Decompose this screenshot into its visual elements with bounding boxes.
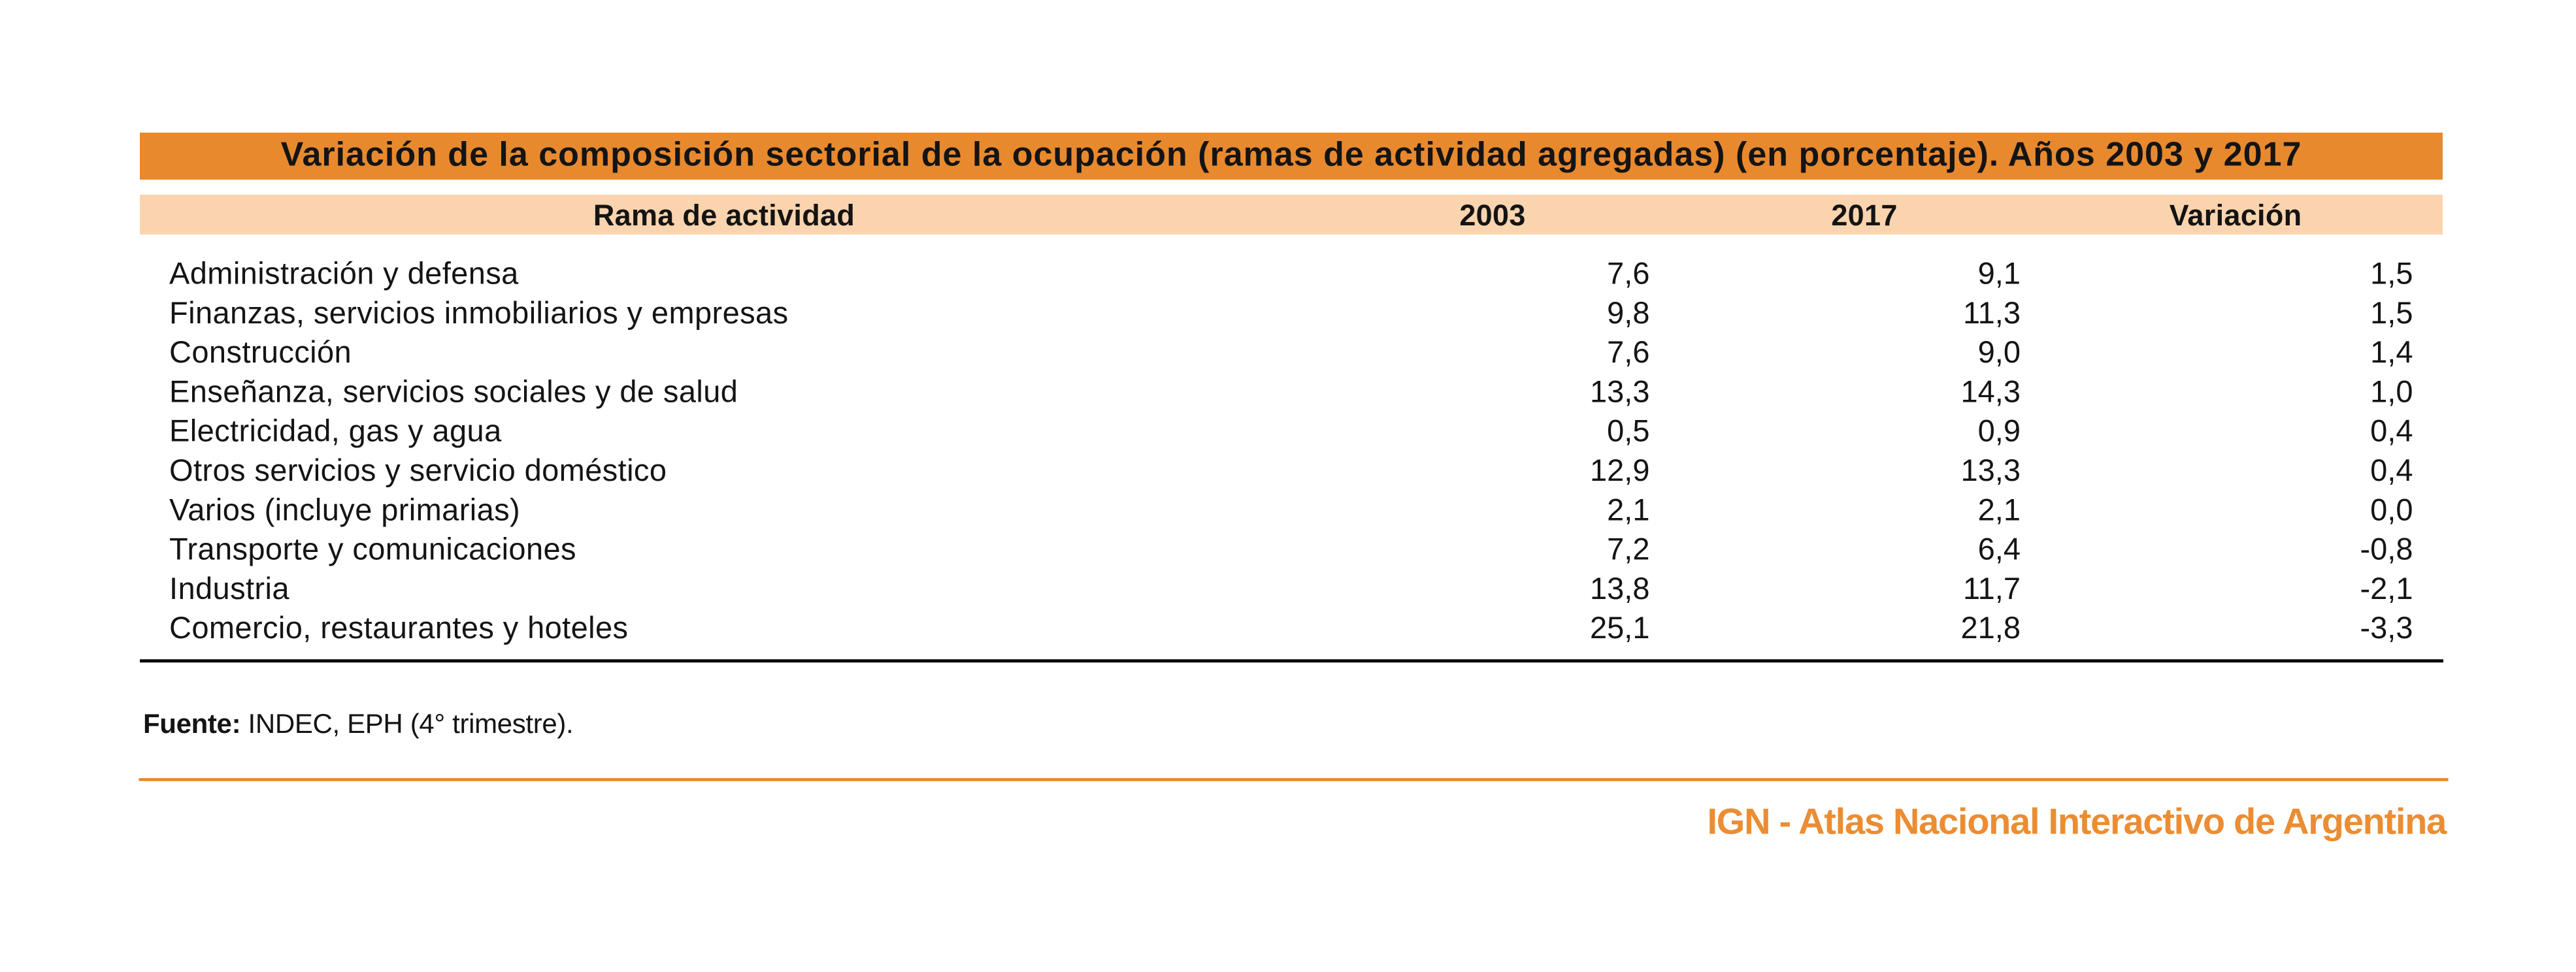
svg-text:2,1: 2,1	[1978, 492, 2021, 526]
svg-text:9,8: 9,8	[1607, 295, 1649, 330]
svg-text:Varios (incluye primarias): Varios (incluye primarias)	[169, 492, 520, 526]
svg-text:Comercio, restaurantes y hotel: Comercio, restaurantes y hoteles	[169, 610, 628, 645]
svg-text:-3,3: -3,3	[2360, 610, 2413, 645]
svg-text:-2,1: -2,1	[2360, 571, 2413, 606]
svg-text:Variación de la composición se: Variación de la composición sectorial de…	[281, 136, 2302, 174]
svg-text:Finanzas, servicios inmobiliar: Finanzas, servicios inmobiliarios y empr…	[169, 295, 788, 330]
svg-text:7,6: 7,6	[1607, 256, 1649, 291]
svg-text:13,8: 13,8	[1590, 571, 1649, 606]
svg-text:Transporte y comunicaciones: Transporte y comunicaciones	[169, 532, 576, 566]
svg-text:9,0: 9,0	[1978, 334, 2021, 369]
svg-text:2,1: 2,1	[1607, 492, 1649, 526]
svg-text:11,7: 11,7	[1963, 571, 2021, 606]
svg-text:21,8: 21,8	[1961, 610, 2021, 645]
svg-text:7,2: 7,2	[1607, 532, 1649, 566]
svg-text:13,3: 13,3	[1590, 374, 1649, 408]
svg-text:1,4: 1,4	[2370, 334, 2413, 369]
svg-text:9,1: 9,1	[1978, 256, 2021, 291]
svg-text:1,0: 1,0	[2370, 374, 2413, 408]
svg-text:IGN - Atlas Nacional Interacti: IGN - Atlas Nacional Interactivo de Arge…	[1708, 801, 2448, 842]
svg-text:Rama de actividad: Rama de actividad	[593, 199, 855, 232]
svg-text:Administración y defensa: Administración y defensa	[169, 256, 519, 291]
svg-text:0,4: 0,4	[2370, 453, 2413, 487]
svg-text:Industria: Industria	[169, 571, 289, 606]
svg-text:11,3: 11,3	[1963, 295, 2021, 330]
svg-text:0,9: 0,9	[1978, 413, 2021, 448]
svg-text:12,9: 12,9	[1590, 453, 1649, 487]
svg-text:Fuente: INDEC, EPH (4° trimest: Fuente: INDEC, EPH (4° trimestre).	[143, 708, 573, 739]
svg-text:Electricidad, gas y agua: Electricidad, gas y agua	[169, 413, 502, 448]
svg-text:6,4: 6,4	[1978, 532, 2021, 566]
svg-text:Otros servicios y servicio dom: Otros servicios y servicio doméstico	[169, 453, 667, 487]
svg-text:Variación: Variación	[2170, 199, 2302, 232]
svg-text:0,4: 0,4	[2370, 413, 2413, 448]
svg-text:1,5: 1,5	[2370, 295, 2413, 330]
svg-text:-0,8: -0,8	[2360, 532, 2413, 566]
svg-text:2003: 2003	[1459, 199, 1525, 232]
svg-text:Construcción: Construcción	[169, 334, 352, 369]
svg-text:14,3: 14,3	[1961, 374, 2021, 408]
svg-text:0,5: 0,5	[1607, 413, 1649, 448]
svg-text:1,5: 1,5	[2370, 256, 2413, 291]
svg-text:25,1: 25,1	[1590, 610, 1649, 645]
svg-text:0,0: 0,0	[2370, 492, 2413, 526]
svg-text:Enseñanza, servicios sociales: Enseñanza, servicios sociales y de salud	[169, 374, 738, 408]
svg-text:7,6: 7,6	[1607, 334, 1649, 369]
svg-text:13,3: 13,3	[1961, 453, 2021, 487]
svg-text:2017: 2017	[1831, 199, 1897, 232]
